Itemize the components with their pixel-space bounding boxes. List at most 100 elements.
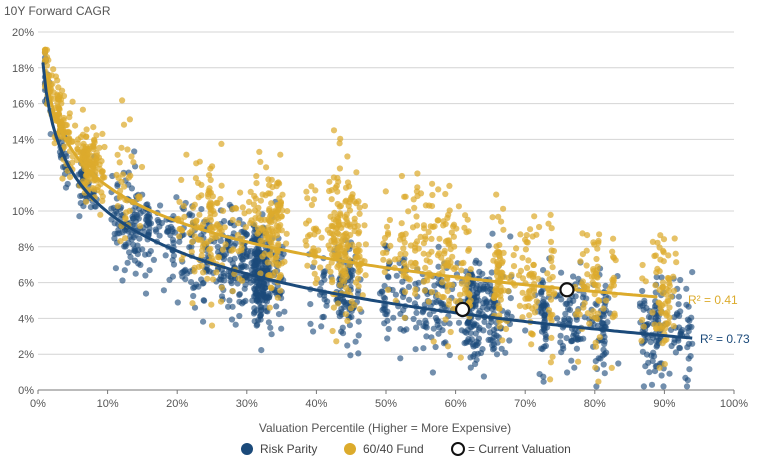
sixty-forty-point [328,259,335,266]
sixty-forty-point [45,57,52,64]
risk-parity-point [264,264,271,272]
sixty-forty-point [200,269,207,276]
sixty-forty-point [122,235,129,242]
sixty-forty-point [438,254,445,261]
y-tick-label: 4% [18,313,34,325]
sixty-forty-point [586,320,593,327]
sixty-forty-point [198,192,205,199]
risk-parity-point [600,320,607,327]
sixty-forty-point [439,279,446,286]
sixty-forty-point [652,282,659,289]
risk-parity-point [467,364,474,371]
sixty-forty-point [581,284,588,291]
risk-parity-point [498,345,505,352]
sixty-forty-point [523,232,530,239]
sixty-forty-point [498,218,505,225]
sixty-forty-point [327,268,334,275]
risk-parity-point [399,278,406,285]
risk-parity-point [344,342,351,349]
risk-parity-point [422,317,429,324]
sixty-forty-point [639,275,646,282]
sixty-forty-point [311,270,318,277]
sixty-forty-point [93,156,100,163]
sixty-forty-point [434,291,441,298]
sixty-forty-point [239,277,246,284]
risk-parity-point [220,255,228,263]
sixty-forty-point [462,212,469,219]
sixty-forty-point [519,314,526,321]
sixty-forty-point [639,316,646,324]
sixty-forty-point [239,204,246,211]
risk-parity-point [558,349,565,356]
sixty-forty-point [410,196,417,203]
sixty-forty-point [402,250,409,257]
risk-parity-point [379,288,386,295]
y-axis-title: 10Y Forward CAGR [4,4,111,18]
risk-parity-point [214,243,221,250]
sixty-forty-point [79,178,87,185]
risk-parity-point [318,323,325,330]
risk-parity-point [339,324,346,331]
sixty-forty-point [461,224,468,231]
sixty-forty-point [656,268,663,275]
risk-parity-point [435,263,442,270]
sixty-forty-point [254,230,261,237]
risk-parity-point [647,314,655,321]
sixty-forty-point [528,341,535,348]
sixty-forty-point [207,245,214,252]
sixty-forty-point [546,276,553,283]
sixty-forty-point [423,257,430,264]
sixty-forty-point [435,186,442,193]
risk-parity-point [121,267,128,274]
sixty-forty-point [429,191,436,199]
risk-parity-point [689,340,696,347]
sixty-forty-point [351,219,358,226]
risk-parity-point [658,372,665,379]
risk-parity-point [243,251,250,258]
risk-parity-point [174,299,181,306]
sixty-forty-point [505,288,512,295]
risk-parity-point [169,226,176,233]
risk-parity-point [685,303,692,310]
risk-parity-point [563,335,570,342]
sixty-forty-point [428,235,435,242]
sixty-forty-point [533,231,540,238]
sixty-forty-point [595,237,602,245]
risk-parity-point [507,233,514,240]
risk-parity-point [397,355,404,362]
sixty-forty-point [434,217,441,224]
sixty-forty-point [312,187,319,194]
sixty-forty-point [594,263,601,270]
sixty-forty-point [113,171,120,178]
sixty-forty-point [548,334,555,341]
sixty-forty-point [600,305,607,312]
sixty-forty-point [463,284,470,291]
sixty-forty-point [69,159,76,166]
risk-parity-point [320,313,327,320]
sixty-forty-point [207,251,214,258]
risk-parity-point [249,297,256,304]
risk-parity-point [688,314,695,321]
risk-parity-point [600,361,607,368]
sixty-forty-point [176,198,183,205]
risk-parity-point [341,304,348,311]
sixty-forty-point [608,364,615,371]
sixty-forty-point [547,211,554,218]
risk-parity-point [173,194,180,201]
sixty-forty-point [672,250,679,257]
risk-parity-point [559,342,567,349]
risk-parity-point [134,242,141,249]
risk-parity-point [574,334,581,341]
risk-parity-point [435,318,442,325]
sixty-forty-point [383,249,390,256]
risk-parity-point [489,230,496,237]
sixty-forty-point [192,175,199,182]
sixty-forty-point [575,358,582,365]
risk-parity-point [393,272,400,279]
sixty-forty-point [219,207,227,214]
risk-parity-point [672,349,680,356]
sixty-forty-point [318,234,325,241]
sixty-forty-point [328,196,335,203]
sixty-forty-point [547,359,555,366]
sixty-forty-point [356,247,363,254]
